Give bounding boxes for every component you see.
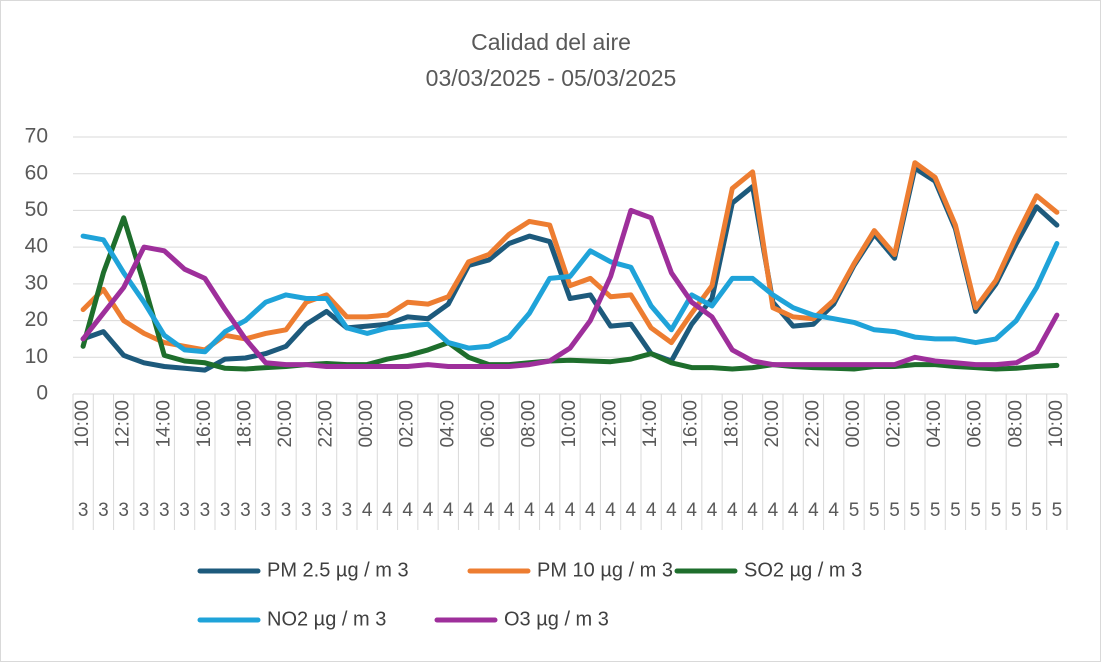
data-line — [80, 165, 1060, 373]
day-label: 3 — [139, 500, 150, 521]
y-tick-label: 20 — [25, 308, 48, 331]
day-label: 4 — [686, 500, 697, 521]
x-tick-label: 04:00 — [437, 400, 458, 448]
day-label: 4 — [382, 500, 393, 521]
day-label: 5 — [930, 500, 941, 521]
day-label: 5 — [1031, 500, 1042, 521]
day-label: 4 — [605, 500, 616, 521]
day-label: 5 — [910, 500, 921, 521]
day-label: 5 — [869, 500, 880, 521]
day-label: 5 — [991, 500, 1002, 521]
day-label: 3 — [118, 500, 129, 521]
day-label: 4 — [747, 500, 758, 521]
x-tick-label: 06:00 — [478, 400, 499, 448]
day-label: 4 — [727, 500, 738, 521]
x-tick-label: 02:00 — [884, 400, 905, 448]
x-tick-label: 10:00 — [72, 400, 93, 448]
day-label: 3 — [179, 500, 190, 521]
day-label: 3 — [281, 500, 292, 521]
day-label: 4 — [666, 500, 677, 521]
y-tick-label: 30 — [25, 271, 48, 294]
day-label: 3 — [260, 500, 271, 521]
day-label: 4 — [768, 500, 779, 521]
legend-label: SO2 µg / m 3 — [744, 559, 862, 581]
y-tick-label: 50 — [25, 198, 48, 221]
day-label: 5 — [889, 500, 900, 521]
x-tick-label: 08:00 — [518, 400, 539, 448]
day-label: 4 — [707, 500, 718, 521]
day-label: 3 — [200, 500, 211, 521]
x-tick-label: 16:00 — [681, 400, 702, 448]
x-tick-label: 22:00 — [316, 400, 337, 448]
x-tick-label: 02:00 — [397, 400, 418, 448]
day-label: 3 — [159, 500, 170, 521]
day-label: 3 — [78, 500, 89, 521]
day-label: 4 — [443, 500, 454, 521]
x-tick-label: 14:00 — [640, 400, 661, 448]
x-tick-label: 10:00 — [1046, 400, 1067, 448]
legend-label: PM 2.5 µg / m 3 — [267, 559, 409, 581]
day-label: 4 — [524, 500, 535, 521]
x-tick-label: 20:00 — [762, 400, 783, 448]
y-tick-label: 0 — [36, 382, 48, 405]
day-label: 3 — [240, 500, 251, 521]
x-tick-label: 20:00 — [275, 400, 296, 448]
legend-label: O3 µg / m 3 — [504, 608, 609, 630]
day-label: 3 — [301, 500, 312, 521]
day-label: 5 — [950, 500, 961, 521]
day-label: 5 — [1011, 500, 1022, 521]
x-tick-label: 14:00 — [153, 400, 174, 448]
x-tick-label: 18:00 — [234, 400, 255, 448]
legend-label: NO2 µg / m 3 — [267, 608, 386, 630]
day-label: 3 — [98, 500, 109, 521]
x-tick-label: 00:00 — [356, 400, 377, 448]
chart-subtitle: 03/03/2025 - 05/03/2025 — [426, 65, 677, 91]
day-label: 4 — [788, 500, 799, 521]
x-tick-label: 12:00 — [600, 400, 621, 448]
x-tick-label: 00:00 — [843, 400, 864, 448]
x-tick-label: 12:00 — [113, 400, 134, 448]
day-label: 4 — [463, 500, 474, 521]
x-tick-label: 10:00 — [559, 400, 580, 448]
x-tick-label: 22:00 — [802, 400, 823, 448]
x-tick-label: 06:00 — [965, 400, 986, 448]
day-label: 4 — [423, 500, 434, 521]
day-label: 4 — [626, 500, 637, 521]
day-label: 5 — [970, 500, 981, 521]
day-label: 4 — [402, 500, 413, 521]
day-label: 4 — [565, 500, 576, 521]
x-tick-label: 16:00 — [194, 400, 215, 448]
day-label: 5 — [849, 500, 860, 521]
day-label: 4 — [362, 500, 373, 521]
day-label: 4 — [646, 500, 657, 521]
day-label: 4 — [808, 500, 819, 521]
day-label: 4 — [585, 500, 596, 521]
day-label: 4 — [504, 500, 515, 521]
day-label: 3 — [342, 500, 353, 521]
y-tick-label: 70 — [25, 125, 48, 148]
chart-title: Calidad del aire — [471, 29, 631, 55]
x-tick-label: 08:00 — [1005, 400, 1026, 448]
day-label: 3 — [220, 500, 231, 521]
data-line — [80, 233, 1060, 355]
y-tick-label: 40 — [25, 235, 48, 258]
data-line — [80, 207, 1060, 369]
y-tick-label: 60 — [25, 161, 48, 184]
day-label: 4 — [544, 500, 555, 521]
y-tick-label: 10 — [25, 345, 48, 368]
day-label: 4 — [828, 500, 839, 521]
day-label: 4 — [484, 500, 495, 521]
x-tick-label: 18:00 — [721, 400, 742, 448]
day-label: 5 — [1052, 500, 1063, 521]
legend-label: PM 10 µg / m 3 — [537, 559, 673, 581]
day-label: 3 — [321, 500, 332, 521]
x-tick-label: 04:00 — [924, 400, 945, 448]
